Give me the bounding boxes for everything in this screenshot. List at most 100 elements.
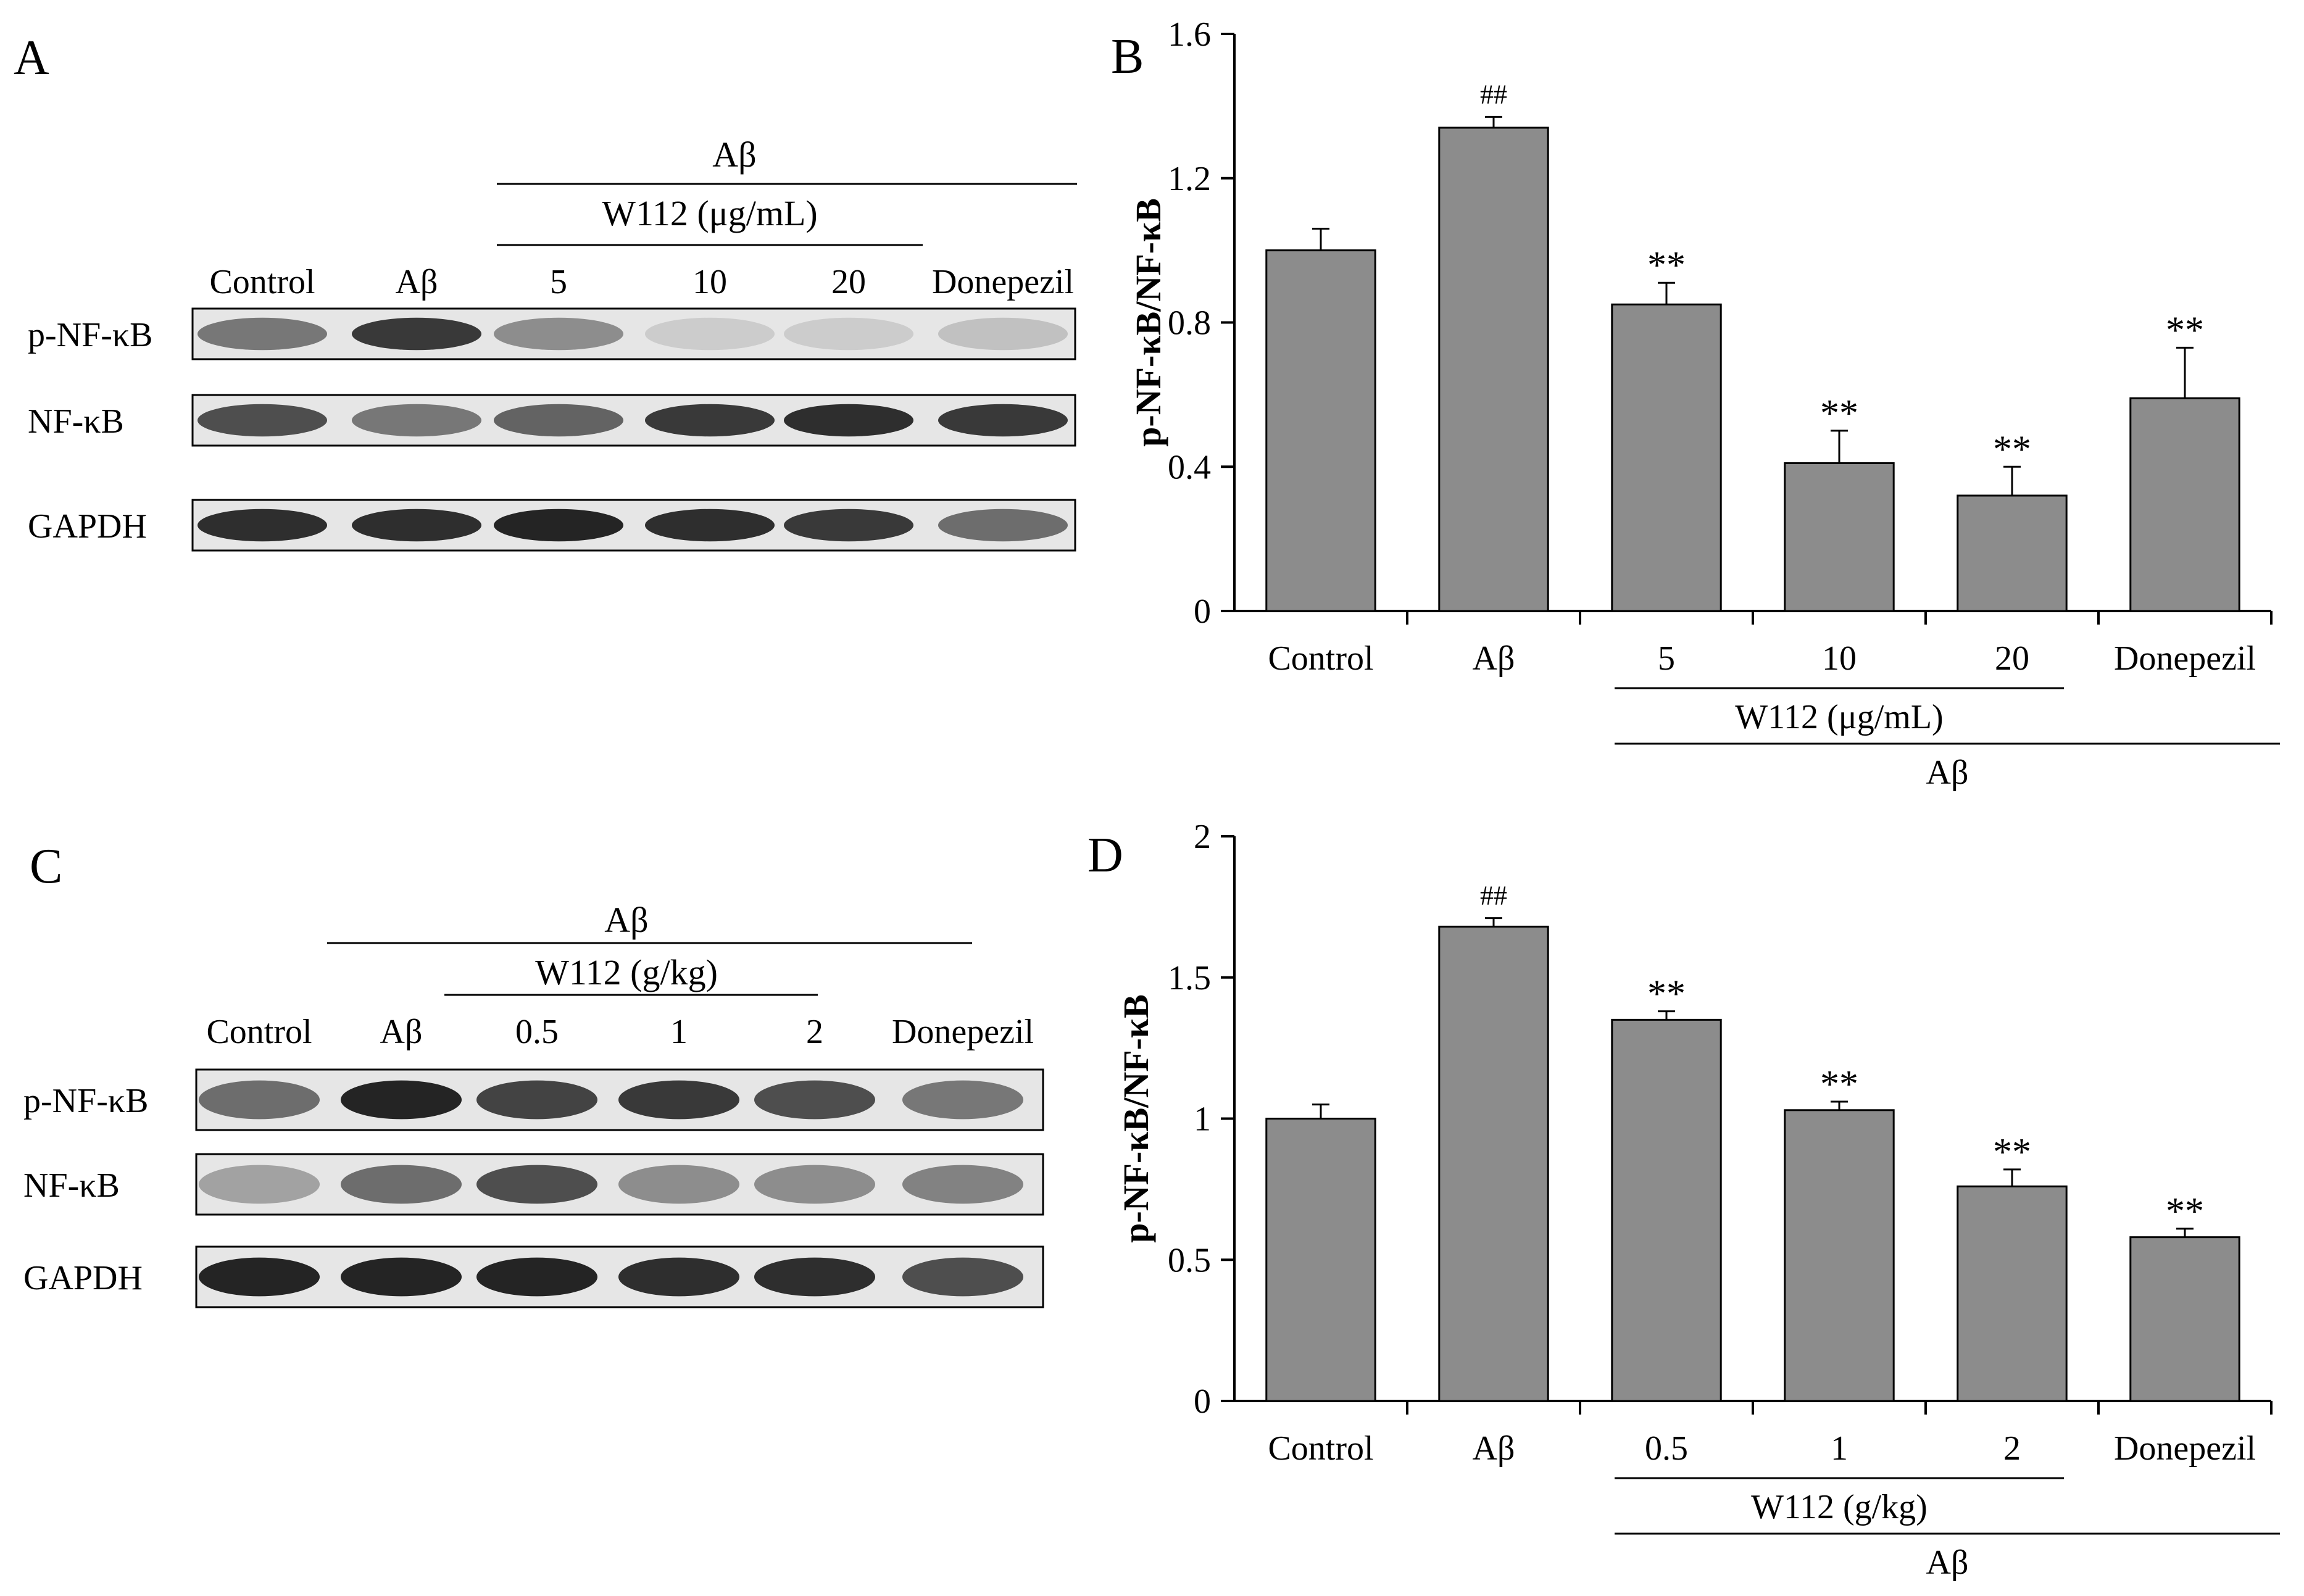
x-tick-label: 20: [1995, 639, 2029, 678]
blot-band: [754, 1080, 875, 1120]
x-tick-label: Control: [1268, 639, 1373, 678]
bar: [1957, 1185, 2068, 1402]
y-tick-label: 1.5: [1168, 959, 1211, 997]
significance-marker: **: [2166, 309, 2204, 351]
blot-band: [754, 1165, 875, 1204]
blot-strip: [191, 394, 1076, 447]
panel-b-letter: B: [1111, 30, 1144, 84]
blot-band: [784, 317, 913, 351]
blot-band: [618, 1080, 739, 1120]
panel-c-lane-labels: Control Aβ 0.5 1 2 Donepezil: [206, 1013, 1034, 1051]
panel-c-group-label: Aβ: [604, 900, 648, 940]
blot-band: [476, 1165, 597, 1204]
blot-band: [352, 317, 481, 351]
blot-band: [938, 509, 1068, 542]
lane-label: Aβ: [396, 263, 438, 301]
panel-a-lane-labels: Control Aβ 5 10 20 Donepezil: [209, 263, 1074, 301]
panel-d: D 0 0.5 1 1.5 2 p-NF-κB/NF-κB Control ## Aβ ** 0.5…: [1088, 818, 2280, 1582]
bar: [2129, 1236, 2240, 1402]
panel-b-chart: 0 0.4 0.8 1.2 1.6 p-NF-κB/NF-κB Control ## Aβ ** 5…: [1128, 15, 2280, 792]
panel-a-subgroup-label: W112 (μg/mL): [602, 193, 817, 233]
y-tick-label: 0.4: [1168, 448, 1211, 486]
bar: [1438, 925, 1549, 1402]
blot-band: [754, 1257, 875, 1297]
x-tick-label: 1: [1831, 1429, 1848, 1468]
y-tick-label: 2: [1194, 818, 1211, 856]
y-tick-label: 1.2: [1168, 160, 1211, 198]
blot-band: [494, 404, 623, 437]
panel-c: C Aβ W112 (g/kg) Control Aβ 0.5 1 2 Donepezil…: [23, 839, 1044, 1308]
blot-band: [784, 404, 913, 437]
panel-c-row-labels: p-NF-κB NF-κB GAPDH: [23, 1082, 148, 1297]
panel-a-group-label: Aβ: [712, 135, 756, 175]
y-axis-label: p-NF-κB/NF-κB: [1128, 198, 1168, 447]
blot-band: [198, 317, 327, 351]
bar: [1784, 1109, 1895, 1402]
panel-c-subgroup-label: W112 (g/kg): [535, 952, 718, 992]
lane-label: 0.5: [515, 1013, 559, 1051]
blot-band: [645, 317, 775, 351]
y-tick-label: 0.5: [1168, 1241, 1211, 1279]
row-label: GAPDH: [23, 1259, 143, 1297]
blot-band: [645, 509, 775, 542]
x-tick-label: Control: [1268, 1429, 1373, 1468]
x-tick-label: 10: [1822, 639, 1857, 678]
bar: [1265, 1118, 1376, 1402]
x-tick-label: Aβ: [1473, 1429, 1515, 1468]
group-label: Aβ: [1926, 754, 1969, 792]
x-tick-label: Donepezil: [2114, 1429, 2256, 1468]
x-tick-label: Donepezil: [2114, 639, 2256, 678]
blot-strip: [191, 307, 1076, 360]
panel-c-blot-strips: [195, 1068, 1044, 1308]
y-tick-label: 1.6: [1168, 15, 1211, 54]
blot-band: [645, 404, 775, 437]
bar: [1957, 494, 2068, 612]
panel-b: B 0 0.4 0.8 1.2 1.6 p-NF-κB/NF-κB Control ## Aβ *…: [1111, 15, 2280, 792]
lane-label: 20: [831, 263, 866, 301]
lane-label: Donepezil: [932, 263, 1074, 301]
row-label: p-NF-κB: [28, 316, 152, 354]
panel-a: A Aβ W112 (μg/mL) Control Aβ 5 10 20 Donepezi…: [14, 31, 1077, 552]
blot-band: [618, 1257, 739, 1297]
y-tick-label: 0.8: [1168, 304, 1211, 343]
significance-marker: **: [1647, 973, 1686, 1015]
blot-band: [199, 1080, 320, 1120]
blot-band: [476, 1080, 597, 1120]
y-tick-label: 0: [1194, 1382, 1211, 1421]
x-tick-label: 0.5: [1645, 1429, 1688, 1468]
lane-label: 10: [692, 263, 727, 301]
blot-band: [199, 1165, 320, 1204]
significance-marker: **: [1820, 393, 1858, 434]
blot-band: [199, 1257, 320, 1297]
row-label: GAPDH: [28, 507, 147, 546]
y-axis-label: p-NF-κB/NF-κB: [1116, 994, 1156, 1243]
blot-band: [341, 1165, 462, 1204]
blot-band: [494, 509, 623, 542]
row-label: NF-κB: [28, 402, 124, 441]
bar: [2129, 397, 2240, 612]
subgroup-label: W112 (g/kg): [1751, 1488, 1928, 1526]
subgroup-label: W112 (μg/mL): [1735, 698, 1943, 736]
y-tick-label: 1: [1194, 1100, 1211, 1139]
significance-marker: ##: [1480, 881, 1507, 911]
bar: [1784, 462, 1895, 612]
bar: [1265, 249, 1376, 612]
bar: [1438, 127, 1549, 612]
blot-band: [618, 1165, 739, 1204]
blot-band: [198, 509, 327, 542]
lane-label: 5: [550, 263, 567, 301]
significance-marker: **: [1647, 244, 1686, 286]
lane-label: Aβ: [380, 1013, 423, 1051]
lane-label: Control: [206, 1013, 312, 1051]
lane-label: Control: [209, 263, 315, 301]
bar: [1611, 1018, 1722, 1402]
x-tick-label: 2: [2003, 1429, 2021, 1468]
blot-strip: [191, 499, 1076, 552]
lane-label: 2: [806, 1013, 823, 1051]
panel-c-letter: C: [30, 839, 62, 894]
blot-band: [341, 1080, 462, 1120]
blot-band: [938, 404, 1068, 437]
significance-marker: **: [2166, 1191, 2204, 1232]
blot-band: [902, 1080, 1023, 1120]
